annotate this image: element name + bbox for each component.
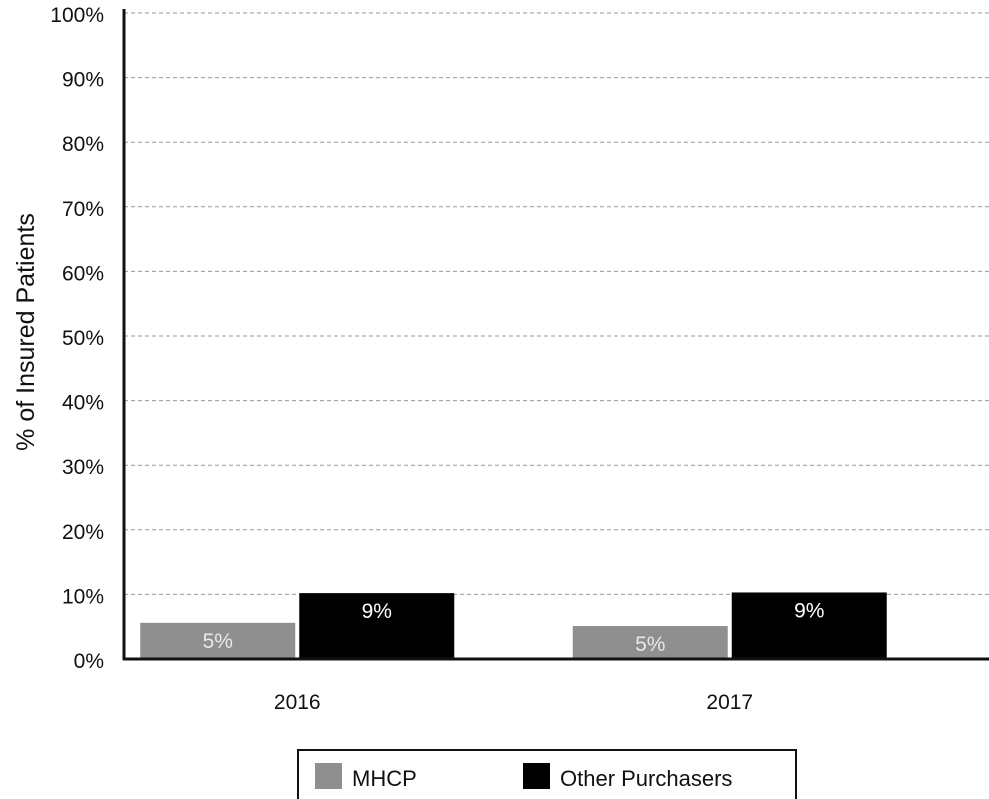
y-tick-label: 30% (62, 456, 104, 479)
bar-data-label: 9% (794, 599, 824, 622)
legend-swatch (315, 763, 342, 789)
bar-data-label: 9% (362, 600, 392, 623)
y-tick-label: 50% (62, 327, 104, 350)
legend-label: Other Purchasers (560, 766, 732, 791)
bar (299, 593, 455, 659)
y-tick-label: 0% (74, 650, 104, 673)
bars: 5% 9% 5% 9% (140, 592, 887, 659)
y-tick-label: 70% (62, 198, 104, 221)
x-tick-label: 2017 (706, 691, 753, 714)
legend-label: MHCP (352, 766, 417, 791)
bar (731, 592, 887, 659)
legend-swatch (523, 763, 550, 789)
gridlines (124, 12, 989, 595)
y-tick-label: 100% (50, 4, 104, 27)
y-axis-label: % of Insured Patients (12, 213, 40, 451)
y-tick-label: 40% (62, 392, 104, 415)
y-tick-label: 20% (62, 521, 104, 544)
y-tick-label: 60% (62, 262, 104, 285)
x-tick-labels: 2016 2017 (274, 691, 753, 714)
y-tick-label: 10% (62, 585, 104, 608)
bar-data-label: 5% (203, 630, 233, 653)
bar-data-label: 5% (635, 633, 665, 656)
y-tick-labels: 0% 10% 20% 30% 40% 50% 60% 70% 80% 90% 100% (50, 4, 104, 673)
bar (572, 626, 728, 659)
legend: MHCP Other Purchasers (297, 749, 797, 799)
axes (122, 9, 989, 661)
y-tick-label: 90% (62, 69, 104, 92)
x-tick-label: 2016 (274, 691, 321, 714)
y-tick-label: 80% (62, 133, 104, 156)
bar (140, 622, 296, 659)
